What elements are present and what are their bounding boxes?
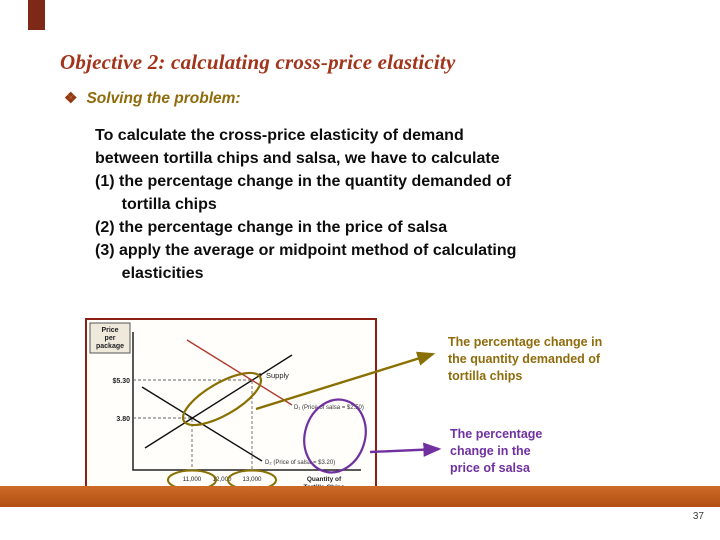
corner-decoration <box>28 0 45 30</box>
body-line: To calculate the cross-price elasticity … <box>95 127 464 144</box>
quantity-change-callout: The percentage change in the quantity de… <box>448 334 602 385</box>
callout-line: change in the <box>450 444 531 458</box>
callout-line: the quantity demanded of <box>448 352 601 366</box>
price-axis-label: package <box>96 343 124 350</box>
callout-line: The percentage change in <box>448 335 603 349</box>
callout-line: price of salsa <box>450 461 530 475</box>
body-line: elasticities <box>95 265 204 282</box>
price-axis-box <box>89 322 131 354</box>
body-paragraph: To calculate the cross-price elasticity … <box>95 124 516 285</box>
diamond-bullet-icon: ❖ <box>64 90 78 107</box>
x-tick: 12,000 <box>213 476 232 483</box>
x-tick: 13,000 <box>243 476 262 483</box>
callout-line: The percentage <box>450 427 543 441</box>
bullet-row: ❖ Solving the problem: <box>64 89 241 108</box>
price-tick-low: 3.80 <box>116 416 130 423</box>
price-axis-label: Price <box>101 327 118 334</box>
price-axis-label: per <box>105 335 116 342</box>
footer-bar <box>0 486 720 507</box>
supply-demand-figure: Price per package Supply D₁ (Price of sa… <box>85 318 377 505</box>
supply-demand-chart: Price per package Supply D₁ (Price of sa… <box>89 322 367 499</box>
price-change-callout: The percentage change in the price of sa… <box>450 426 542 477</box>
page-title: Objective 2: calculating cross-price ela… <box>60 50 456 74</box>
bullet-label: Solving the problem: <box>86 90 241 107</box>
axes <box>132 332 361 471</box>
x-axis-title: Quantity of <box>307 476 342 483</box>
demand1-label: D₁ (Price of salsa = $2.50) <box>294 405 364 411</box>
demand2-label: D₂ (Price of salsa = $3.20) <box>265 460 335 466</box>
supply-label: Supply <box>266 371 289 380</box>
price-tick-high: $5.30 <box>112 378 130 385</box>
page-number: 37 <box>692 511 704 522</box>
callout-line: tortilla chips <box>448 369 523 383</box>
dashed-guide-low <box>133 417 193 470</box>
body-line: (3) apply the average or midpoint method… <box>95 242 517 259</box>
price-callout-arrow <box>369 442 442 457</box>
body-line: tortilla chips <box>95 196 217 213</box>
x-tick: 11,000 <box>183 476 202 483</box>
body-line: (2) the percentage change in the price o… <box>95 219 448 236</box>
body-line: (1) the percentage change in the quantit… <box>95 173 512 190</box>
body-line: between tortilla chips and salsa, we hav… <box>95 150 500 167</box>
